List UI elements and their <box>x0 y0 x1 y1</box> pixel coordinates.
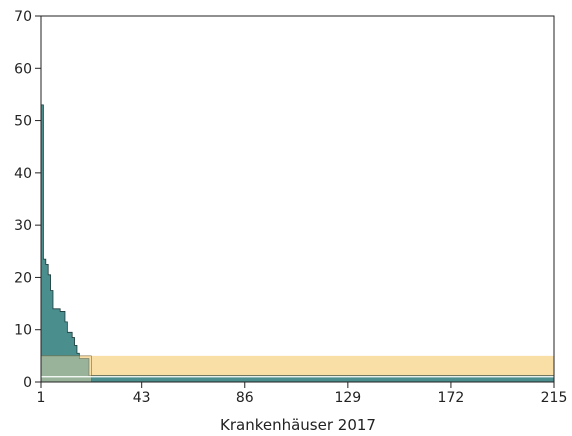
x-tick-label-129: 129 <box>334 390 361 406</box>
chart-overlays <box>40 355 554 383</box>
y-tick-label-30: 30 <box>14 218 32 234</box>
series-0-area <box>40 104 555 383</box>
y-tick-label-20: 20 <box>14 270 32 286</box>
band-overlay-0 <box>40 355 92 383</box>
plot-frame <box>40 15 555 383</box>
x-tick-label-86: 86 <box>236 390 254 406</box>
x-axis-title: Krankenhäuser 2017 <box>220 416 376 434</box>
y-tick-label-50: 50 <box>14 114 32 130</box>
x-tick-label-43: 43 <box>133 390 151 406</box>
y-tick-label-40: 40 <box>14 166 32 182</box>
x-tick-label-172: 172 <box>438 390 465 406</box>
y-tick-label-60: 60 <box>14 61 32 77</box>
chart-marks <box>40 104 555 383</box>
y-tick-label-0: 0 <box>23 375 32 391</box>
y-tick-label-70: 70 <box>14 9 32 25</box>
chart-axes: 0 10 20 30 40 50 60 70 1 43 86 129 172 215 <box>14 9 567 406</box>
y-tick-label-10: 10 <box>14 323 32 339</box>
x-tick-label-1: 1 <box>37 390 46 406</box>
x-tick-label-215: 215 <box>541 390 568 406</box>
